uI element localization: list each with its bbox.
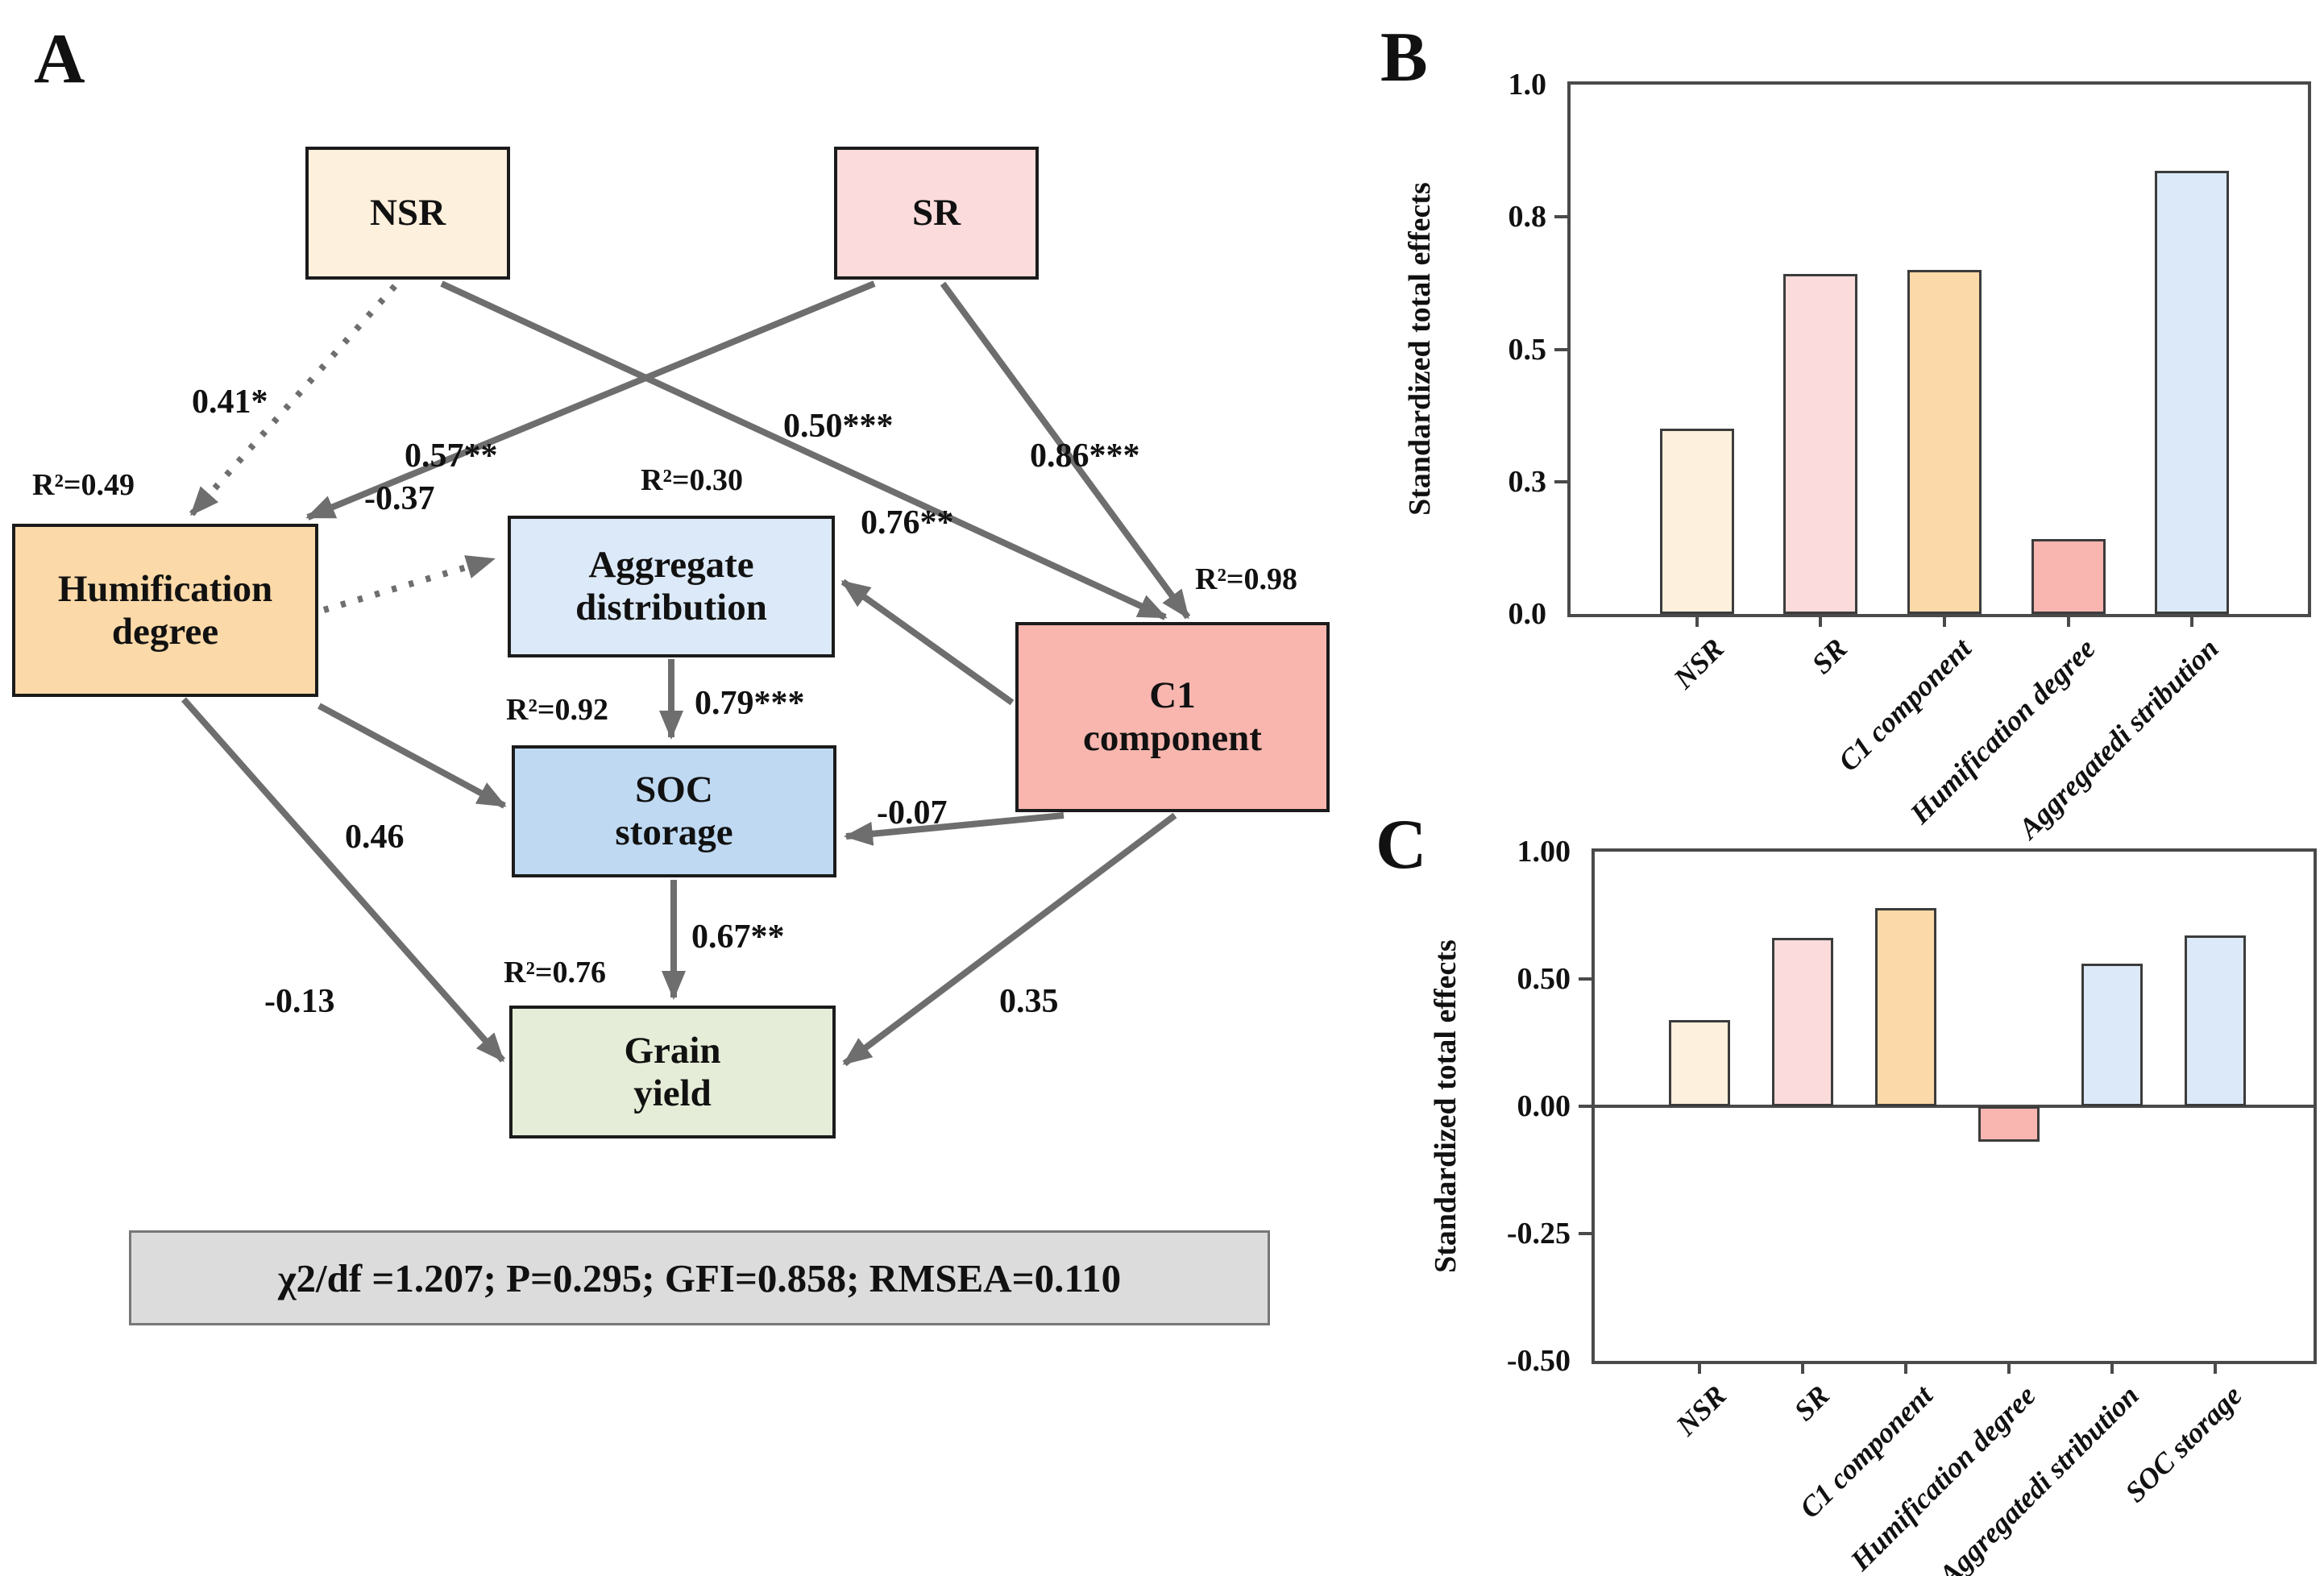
model-fit-stats: χ2/df =1.207; P=0.295; GFI=0.858; RMSEA=… [129, 1230, 1270, 1325]
y-tick-label: -0.25 [1506, 1217, 1571, 1250]
panel-a-label: A [34, 20, 85, 98]
bar-sr [1783, 274, 1857, 614]
r2-grain: R²=0.76 [504, 956, 606, 989]
x-tick-mark [2214, 1361, 2217, 1374]
x-tick-mark [1698, 1361, 1701, 1374]
x-tick-mark [1695, 614, 1699, 627]
panel-b-y-axis-title: Standardized total effects [1403, 182, 1437, 516]
x-category-label: NSR [1670, 1379, 1733, 1442]
y-tick-label: 1.0 [1508, 68, 1547, 102]
coef-humification-soc: 0.46 [345, 819, 405, 856]
panel-b-plot: 1.0 0.8 0.5 0.3 0.0 NSR SR C1 component Humifica… [1509, 69, 2311, 844]
coef-c1-soc: -0.07 [877, 794, 948, 832]
arrow-humification-soc [317, 703, 507, 809]
y-tick-mark [1579, 1232, 1592, 1235]
y-tick-label: 0.0 [1508, 597, 1547, 631]
bar-c1-component [1875, 907, 1936, 1106]
bar-aggregatedi-stribution [2155, 170, 2229, 614]
zero-line [1595, 1105, 2314, 1108]
y-tick-label: 0.5 [1508, 332, 1547, 367]
node-humification-degree: Humification degree [12, 524, 318, 697]
x-tick-mark [2110, 1361, 2114, 1374]
node-soc-storage: SOC storage [512, 745, 836, 877]
panel-c-label: C [1376, 806, 1427, 884]
coef-humification-grain: -0.13 [264, 983, 335, 1020]
y-tick-mark [1554, 479, 1567, 483]
bar-humification-degree [2031, 538, 2106, 614]
y-tick-mark [1579, 1105, 1592, 1108]
y-tick-mark [1579, 977, 1592, 981]
r2-humification: R²=0.49 [32, 468, 135, 502]
arrow-c1-aggregate [840, 579, 1015, 706]
arrow-c1-grain [842, 812, 1177, 1067]
coef-soc-grain: 0.67** [691, 919, 785, 956]
x-tick-mark [1904, 1361, 1907, 1374]
coef-aggregate-soc: 0.79*** [695, 685, 805, 722]
arrow-humification-grain [181, 697, 505, 1063]
y-tick-label: 0.50 [1517, 962, 1571, 996]
y-tick-label: 0.8 [1508, 200, 1547, 234]
bar-nsr [1669, 1019, 1730, 1106]
x-tick-mark [2007, 1361, 2011, 1374]
arrow-humification-aggregate [322, 555, 496, 613]
coef-sr-humification: 0.50*** [783, 408, 894, 445]
bar-soc-storage [2185, 935, 2246, 1106]
bar-c1-component [1907, 269, 1982, 614]
bar-nsr [1660, 429, 1734, 614]
coef-sr-c1: 0.86*** [1030, 438, 1140, 475]
bar-humification-degree [1978, 1106, 2040, 1143]
r2-soc: R²=0.92 [506, 693, 608, 727]
panel-c-y-axis-title: Standardized total effects [1429, 939, 1463, 1273]
bar-aggregatedi-stribution [2081, 964, 2143, 1106]
y-tick-label: 0.00 [1517, 1089, 1571, 1123]
y-tick-label: 1.00 [1517, 835, 1571, 869]
node-c1-component: C1 component [1015, 622, 1330, 812]
node-nsr: NSR [305, 147, 510, 280]
x-tick-mark [2067, 614, 2070, 627]
node-sr: SR [834, 147, 1039, 280]
r2-aggregate: R²=0.30 [641, 463, 743, 497]
y-tick-label: -0.50 [1506, 1344, 1571, 1378]
x-tick-mark [1943, 614, 1946, 627]
coef-nsr-c1: 0.57** [405, 438, 498, 475]
x-tick-mark [1819, 614, 1822, 627]
node-grain-yield: Grain yield [509, 1006, 836, 1138]
coef-c1-grain: 0.35 [999, 983, 1059, 1020]
r2-c1: R²=0.98 [1195, 562, 1297, 596]
y-tick-label: 0.3 [1508, 464, 1547, 499]
x-tick-mark [2190, 614, 2193, 627]
y-tick-mark [1554, 215, 1567, 219]
y-tick-mark [1554, 347, 1567, 351]
bar-sr [1772, 938, 1833, 1106]
coef-c1-aggregate: 0.76** [861, 504, 954, 541]
panel-c-plot: 1.00 0.50 0.00 -0.25 -0.50 NSR SR C1 component H… [1507, 836, 2317, 1576]
panel-b-label: B [1380, 19, 1428, 97]
coef-humification-aggregate: -0.37 [364, 480, 435, 517]
coef-nsr-humification: 0.41* [192, 384, 268, 421]
node-aggregate-distribution: Aggregate distribution [508, 516, 835, 657]
x-tick-mark [1801, 1361, 1804, 1374]
